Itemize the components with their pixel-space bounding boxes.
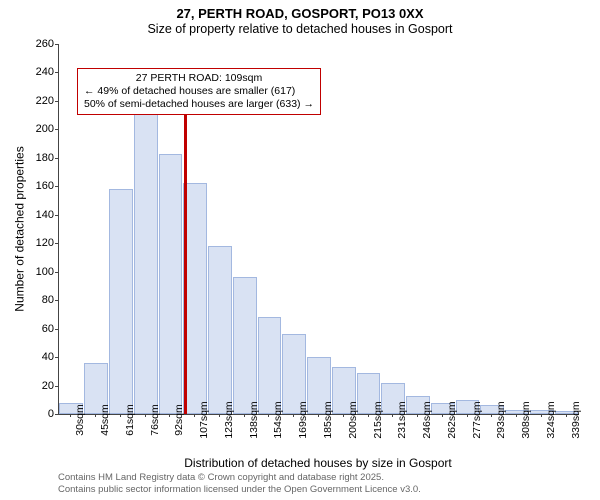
x-tick xyxy=(318,414,319,417)
x-tick xyxy=(219,414,220,417)
chart-title-line1: 27, PERTH ROAD, GOSPORT, PO13 0XX xyxy=(0,6,600,21)
x-tick-label: 339sqm xyxy=(570,401,582,438)
x-tick-label: 200sqm xyxy=(347,401,359,438)
x-tick-label: 45sqm xyxy=(99,404,111,436)
x-tick xyxy=(169,414,170,417)
histogram-bar xyxy=(134,107,158,414)
y-tick xyxy=(55,72,58,73)
y-tick-label: 200 xyxy=(24,123,54,135)
x-tick-label: 169sqm xyxy=(297,401,309,438)
y-tick-label: 80 xyxy=(24,294,54,306)
x-tick-label: 262sqm xyxy=(446,401,458,438)
x-tick xyxy=(417,414,418,417)
x-tick-label: 138sqm xyxy=(248,401,260,438)
y-tick-label: 240 xyxy=(24,66,54,78)
x-tick-label: 215sqm xyxy=(372,401,384,438)
annotation-line: ← 49% of detached houses are smaller (61… xyxy=(84,85,314,98)
attribution: Contains HM Land Registry data © Crown c… xyxy=(58,472,421,496)
y-tick-label: 140 xyxy=(24,209,54,221)
x-tick xyxy=(95,414,96,417)
x-tick-label: 293sqm xyxy=(495,401,507,438)
histogram-bar xyxy=(208,246,232,414)
chart-title-line2: Size of property relative to detached ho… xyxy=(0,22,600,36)
x-tick xyxy=(145,414,146,417)
x-tick xyxy=(491,414,492,417)
x-tick-label: 92sqm xyxy=(173,404,185,436)
y-tick-label: 0 xyxy=(24,408,54,420)
x-tick xyxy=(467,414,468,417)
y-tick-label: 100 xyxy=(24,266,54,278)
x-tick xyxy=(566,414,567,417)
x-tick xyxy=(70,414,71,417)
x-tick-label: 61sqm xyxy=(124,404,136,436)
y-tick xyxy=(55,158,58,159)
x-tick-label: 30sqm xyxy=(74,404,86,436)
y-tick xyxy=(55,101,58,102)
y-tick-label: 220 xyxy=(24,95,54,107)
histogram-bar xyxy=(233,277,257,414)
y-tick xyxy=(55,186,58,187)
x-tick-label: 185sqm xyxy=(322,401,334,438)
annotation-line: 27 PERTH ROAD: 109sqm xyxy=(84,72,314,85)
x-tick xyxy=(368,414,369,417)
x-tick-label: 231sqm xyxy=(396,401,408,438)
y-tick-label: 40 xyxy=(24,351,54,363)
x-tick xyxy=(541,414,542,417)
y-tick-label: 160 xyxy=(24,180,54,192)
y-tick-label: 60 xyxy=(24,323,54,335)
x-tick xyxy=(293,414,294,417)
x-tick-label: 107sqm xyxy=(198,401,210,438)
y-tick-label: 180 xyxy=(24,152,54,164)
y-tick xyxy=(55,129,58,130)
x-tick-label: 277sqm xyxy=(471,401,483,438)
x-tick-label: 246sqm xyxy=(421,401,433,438)
histogram-bar xyxy=(159,154,183,414)
x-tick xyxy=(120,414,121,417)
x-tick xyxy=(268,414,269,417)
y-tick xyxy=(55,215,58,216)
x-tick xyxy=(516,414,517,417)
x-tick-label: 308sqm xyxy=(520,401,532,438)
property-marker-line xyxy=(184,68,187,414)
histogram-bar xyxy=(258,317,282,414)
histogram-bar xyxy=(109,189,133,414)
y-tick-label: 120 xyxy=(24,237,54,249)
y-tick xyxy=(55,300,58,301)
y-tick-label: 20 xyxy=(24,380,54,392)
y-tick xyxy=(55,386,58,387)
x-tick xyxy=(244,414,245,417)
y-tick xyxy=(55,44,58,45)
y-tick xyxy=(55,414,58,415)
annotation-box: 27 PERTH ROAD: 109sqm← 49% of detached h… xyxy=(77,68,321,115)
y-tick xyxy=(55,329,58,330)
x-tick-label: 76sqm xyxy=(149,404,161,436)
x-tick xyxy=(442,414,443,417)
x-tick-label: 324sqm xyxy=(545,401,557,438)
annotation-line: 50% of semi-detached houses are larger (… xyxy=(84,98,314,111)
histogram-bar xyxy=(183,183,207,414)
y-tick-label: 260 xyxy=(24,38,54,50)
y-tick xyxy=(55,243,58,244)
x-axis-label: Distribution of detached houses by size … xyxy=(58,456,578,470)
x-tick xyxy=(343,414,344,417)
x-tick xyxy=(392,414,393,417)
attribution-line1: Contains HM Land Registry data © Crown c… xyxy=(58,472,421,484)
x-tick-label: 123sqm xyxy=(223,401,235,438)
x-tick-label: 154sqm xyxy=(272,401,284,438)
y-tick xyxy=(55,357,58,358)
y-tick xyxy=(55,272,58,273)
x-tick xyxy=(194,414,195,417)
y-axis-label-text: Number of detached properties xyxy=(13,146,27,311)
attribution-line2: Contains public sector information licen… xyxy=(58,484,421,496)
